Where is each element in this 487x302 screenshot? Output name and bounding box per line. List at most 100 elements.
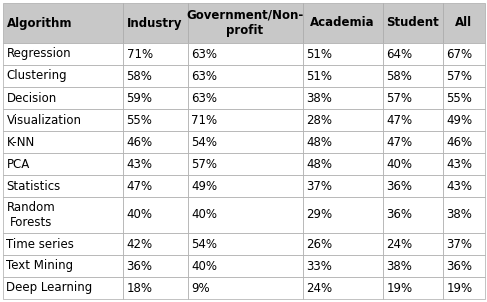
Text: 47%: 47% [127, 179, 152, 192]
Text: 9%: 9% [191, 281, 210, 294]
Bar [2, 43, 123, 65]
Bar [382, 197, 443, 233]
Bar [443, 43, 485, 65]
Text: 54%: 54% [191, 136, 218, 149]
Text: 26%: 26% [306, 237, 333, 250]
Text: Statistics: Statistics [6, 179, 61, 192]
Bar [187, 255, 302, 277]
Text: 37%: 37% [447, 237, 472, 250]
Text: 55%: 55% [447, 92, 472, 104]
Bar [302, 43, 382, 65]
Text: 19%: 19% [447, 281, 472, 294]
Text: 40%: 40% [127, 208, 152, 221]
Bar [187, 175, 302, 197]
Text: Clustering: Clustering [6, 69, 67, 82]
Text: 48%: 48% [306, 136, 333, 149]
Bar [302, 65, 382, 87]
Bar [382, 277, 443, 299]
Bar [187, 65, 302, 87]
Bar [382, 131, 443, 153]
Text: 43%: 43% [447, 179, 472, 192]
Text: 40%: 40% [191, 208, 218, 221]
Text: 36%: 36% [127, 259, 152, 272]
Text: Time series: Time series [6, 237, 75, 250]
Text: 36%: 36% [447, 259, 472, 272]
Text: 36%: 36% [387, 208, 412, 221]
Bar [302, 277, 382, 299]
Text: 48%: 48% [306, 158, 333, 171]
Text: 24%: 24% [387, 237, 412, 250]
Text: Decision: Decision [6, 92, 57, 104]
Text: 57%: 57% [191, 158, 218, 171]
Bar [123, 153, 187, 175]
Text: 38%: 38% [306, 92, 332, 104]
Text: 46%: 46% [127, 136, 152, 149]
Bar [382, 175, 443, 197]
Text: 51%: 51% [306, 69, 333, 82]
Bar [2, 131, 123, 153]
Bar [302, 87, 382, 109]
Bar [187, 153, 302, 175]
Bar [2, 87, 123, 109]
Bar [443, 277, 485, 299]
Bar [123, 3, 187, 43]
Text: Deep Learning: Deep Learning [6, 281, 93, 294]
Text: 49%: 49% [191, 179, 218, 192]
Bar [123, 175, 187, 197]
Bar [302, 109, 382, 131]
Text: Visualization: Visualization [6, 114, 81, 127]
Bar [123, 65, 187, 87]
Bar [443, 3, 485, 43]
Text: PCA: PCA [6, 158, 30, 171]
Text: 47%: 47% [387, 136, 412, 149]
Bar [382, 43, 443, 65]
Bar [2, 233, 123, 255]
Bar [382, 3, 443, 43]
Text: K-NN: K-NN [6, 136, 35, 149]
Text: Text Mining: Text Mining [6, 259, 74, 272]
Text: 49%: 49% [447, 114, 472, 127]
Text: 28%: 28% [306, 114, 333, 127]
Text: 29%: 29% [306, 208, 333, 221]
Text: 24%: 24% [306, 281, 333, 294]
Bar [187, 109, 302, 131]
Text: Random
Forests: Random Forests [6, 201, 55, 229]
Text: 63%: 63% [191, 47, 218, 60]
Bar [2, 255, 123, 277]
Text: 59%: 59% [127, 92, 152, 104]
Bar [302, 131, 382, 153]
Bar [382, 109, 443, 131]
Bar [302, 153, 382, 175]
Bar [2, 175, 123, 197]
Text: 64%: 64% [387, 47, 412, 60]
Text: 42%: 42% [127, 237, 152, 250]
Bar [123, 131, 187, 153]
Bar [123, 277, 187, 299]
Text: Industry: Industry [127, 17, 183, 30]
Text: 37%: 37% [306, 179, 333, 192]
Bar [382, 65, 443, 87]
Text: 58%: 58% [127, 69, 152, 82]
Text: 43%: 43% [127, 158, 152, 171]
Text: 71%: 71% [127, 47, 152, 60]
Bar [187, 43, 302, 65]
Bar [123, 87, 187, 109]
Bar [302, 197, 382, 233]
Text: 67%: 67% [447, 47, 472, 60]
Bar [123, 109, 187, 131]
Bar [443, 87, 485, 109]
Text: 19%: 19% [387, 281, 412, 294]
Text: Student: Student [386, 17, 439, 30]
Text: Government/Non-
profit: Government/Non- profit [187, 9, 303, 37]
Bar [443, 109, 485, 131]
Bar [382, 255, 443, 277]
Bar [443, 153, 485, 175]
Text: 43%: 43% [447, 158, 472, 171]
Bar [187, 87, 302, 109]
Text: Algorithm: Algorithm [6, 17, 72, 30]
Bar [382, 233, 443, 255]
Bar [443, 131, 485, 153]
Bar [2, 153, 123, 175]
Text: Academia: Academia [310, 17, 375, 30]
Text: 47%: 47% [387, 114, 412, 127]
